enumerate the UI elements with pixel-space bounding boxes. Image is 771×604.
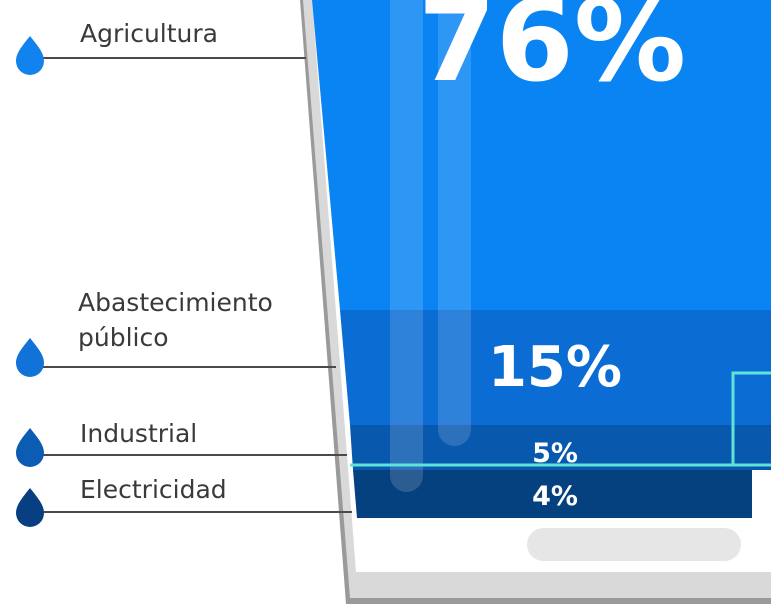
percent: 5% — [532, 438, 578, 469]
label: Industrial — [80, 419, 197, 448]
drop — [16, 338, 44, 377]
drop — [16, 428, 44, 467]
label: Agricultura — [80, 19, 218, 48]
label: Abastecimiento público — [78, 285, 308, 355]
label-box: Abastecimiento público — [78, 285, 318, 365]
label: Electricidad — [80, 475, 227, 504]
percent: 15% — [488, 335, 622, 400]
infographic: 76% 15% 5% 4% Agricultura Abastecimiento… — [0, 0, 771, 604]
percent: 76% — [418, 0, 686, 107]
glass-highlight — [527, 528, 741, 561]
drop — [16, 488, 44, 527]
drop — [16, 36, 44, 75]
percent: 4% — [532, 481, 578, 512]
